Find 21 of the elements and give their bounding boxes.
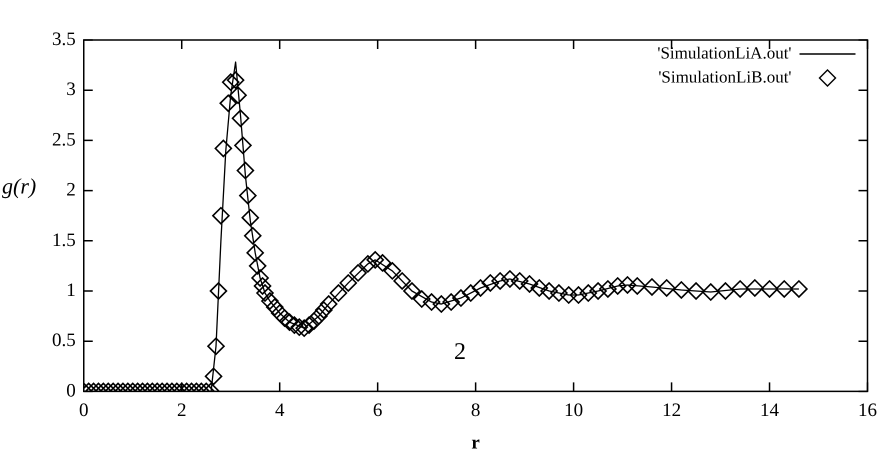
x-tick-label: 6	[372, 400, 382, 421]
x-tick-label: 12	[662, 400, 682, 421]
x-tick-label: 10	[564, 400, 584, 421]
legend-label: 'SimulationLiB.out'	[658, 67, 792, 86]
x-tick-label: 16	[858, 400, 877, 421]
annotation: 2	[454, 339, 466, 366]
x-tick-label: 14	[760, 400, 780, 421]
y-tick-label: 0.5	[52, 330, 76, 352]
x-tick-label: 2	[176, 400, 186, 421]
x-axis-title: r	[471, 432, 480, 454]
y-tick-label: 1	[66, 280, 76, 301]
x-tick-label: 8	[470, 400, 480, 421]
y-tick-label: 1.5	[52, 230, 76, 251]
legend-label: 'SimulationLiA.out'	[657, 43, 792, 62]
y-axis-title: g(r)	[2, 173, 36, 198]
y-tick-label: 2.5	[52, 129, 76, 150]
y-tick-label: 0	[66, 380, 76, 402]
y-tick-label: 2	[66, 180, 76, 201]
y-tick-label: 3.5	[52, 28, 76, 50]
x-tick-label: 4	[274, 400, 285, 421]
y-tick-label: 3	[66, 79, 76, 100]
